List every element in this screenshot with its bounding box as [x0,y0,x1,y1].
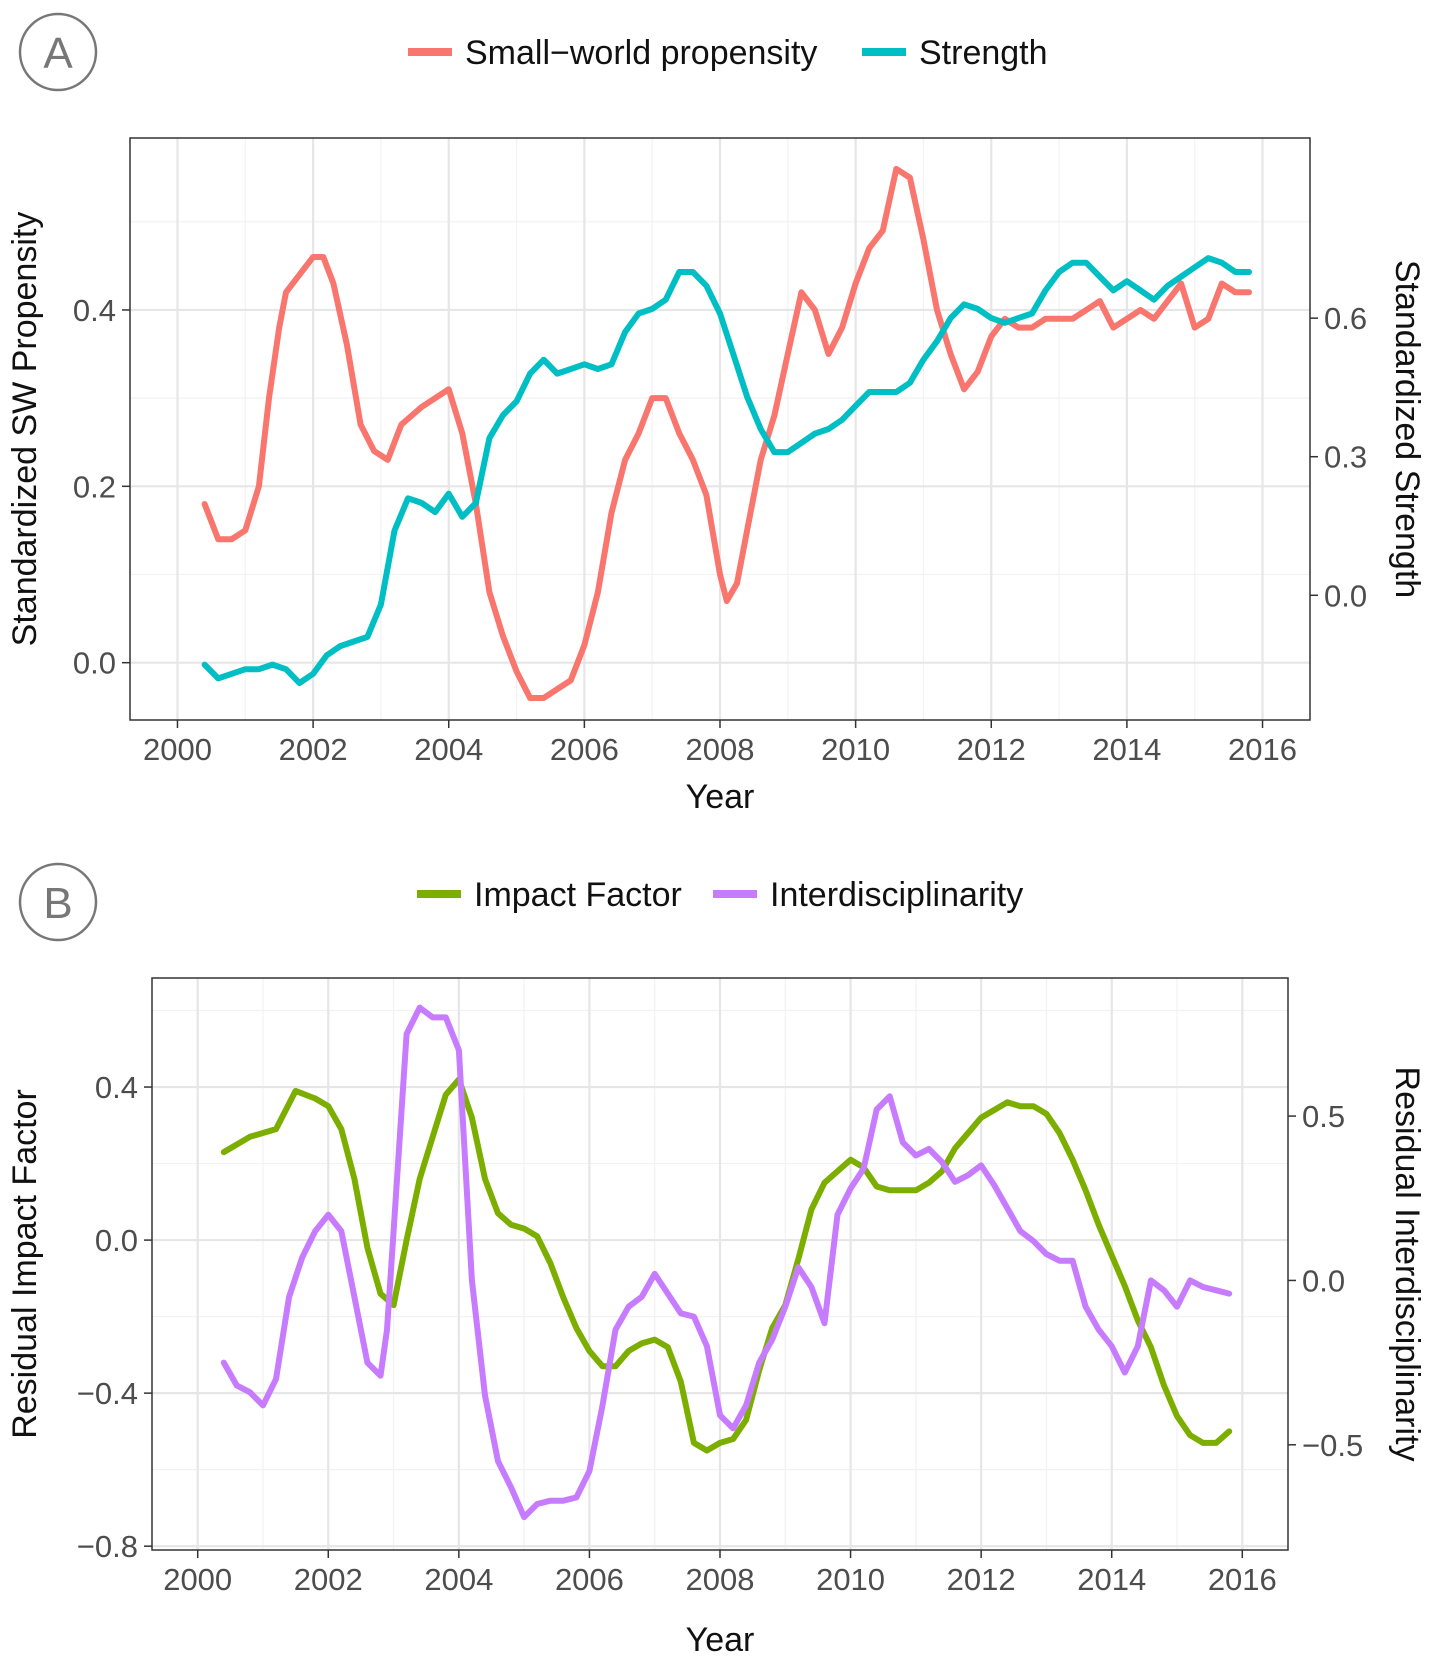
x-tick-label: 2012 [957,732,1026,767]
line-small-world-propensity [201,165,1252,701]
ylabel-a: Standardized SW Propensity [6,212,44,647]
series-b [220,1004,1233,1521]
x-tick-label: 2010 [816,1562,885,1597]
y-tick-label: −0.4 [77,1376,138,1411]
x-tick-label: 2012 [947,1562,1016,1597]
series-a [201,165,1252,701]
x-tick-label: 2014 [1092,732,1161,767]
x-tick-label: 2016 [1208,1562,1277,1597]
y-tick-label: 0.4 [73,293,116,328]
y-tick-label: 0.0 [95,1223,138,1258]
line-interdisciplinarity [220,1004,1233,1521]
ylabel-b: Residual Impact Factor [6,1089,44,1439]
line-strength [201,255,1252,686]
panel-a-badge [18,12,98,92]
x-tick-label: 2016 [1228,732,1297,767]
x-tick-label: 2014 [1077,1562,1146,1597]
x-tick-label: 2000 [143,732,212,767]
xlabel-a: Year [686,778,755,816]
x-tick-label: 2004 [414,732,483,767]
y2-tick-label: 0.0 [1324,578,1367,613]
grid-b [152,978,1288,1550]
legend-impact-label: Impact Factor [474,876,682,914]
panel-b-badge [18,862,98,942]
x-tick-label: 2000 [163,1562,232,1597]
ticks-a: 2000 2002 2004 2006 2008 2010 2012 2014 2016 0.0 0… [73,293,1367,767]
y2label-b: Residual Interdisciplinarity [1388,1067,1426,1462]
y2-tick-label: 0.3 [1324,440,1367,475]
y2-tick-label: 0.5 [1302,1099,1345,1134]
y-tick-label: −0.8 [77,1529,138,1564]
ticks-b: 2000 2002 2004 2006 2008 2010 2012 2014 2016 −0.8… [77,1070,1363,1597]
xlabel-b: Year [686,1621,755,1659]
x-tick-label: 2006 [550,732,619,767]
y-tick-label: 0.0 [73,646,116,681]
y2-tick-label: 0.0 [1302,1263,1345,1298]
panel-a: A Small−world propensity Strength 2000 20… [6,12,1426,816]
panel-b-label: B [43,879,72,928]
legend-swp-label: Small−world propensity [465,34,817,72]
y-tick-label: 0.4 [95,1070,138,1105]
legend-a: Small−world propensity Strength [408,34,1048,72]
y2-tick-label: 0.6 [1324,301,1367,336]
grid-a [130,138,1310,720]
panel-a-label: A [43,29,73,78]
y-tick-label: 0.2 [73,469,116,504]
x-tick-label: 2010 [821,732,890,767]
legend-strength-label: Strength [919,34,1048,72]
x-tick-label: 2002 [279,732,348,767]
x-tick-label: 2002 [294,1562,363,1597]
line-impact-factor [220,1076,1233,1454]
y2-tick-label: −0.5 [1302,1428,1363,1463]
y2label-a: Standardized Strength [1388,260,1426,598]
legend-b: Impact Factor Interdisciplinarity [417,876,1023,914]
x-tick-label: 2006 [555,1562,624,1597]
panel-b: B Impact Factor Interdisciplinarity 2000… [6,862,1426,1659]
x-tick-label: 2004 [424,1562,493,1597]
x-tick-label: 2008 [686,732,755,767]
legend-interdisciplinarity-label: Interdisciplinarity [770,876,1023,914]
x-tick-label: 2008 [686,1562,755,1597]
